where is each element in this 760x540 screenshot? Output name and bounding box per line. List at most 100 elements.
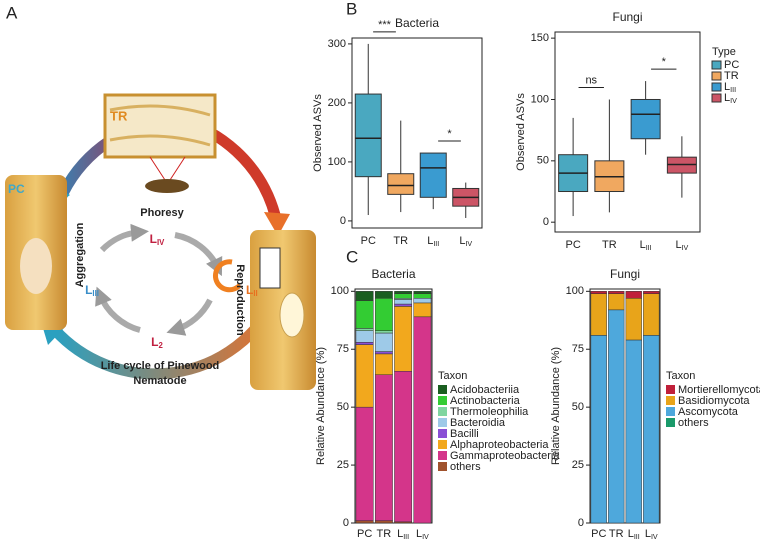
bar-segment — [374, 330, 393, 334]
molt-arrow — [212, 259, 242, 293]
panel-label: B — [346, 0, 357, 18]
legend-label: Alphaproteobacteria — [450, 439, 549, 451]
aggregation-label: Aggregation — [74, 222, 86, 287]
link — [169, 156, 186, 181]
legend-title: Taxon — [666, 370, 695, 382]
box — [354, 93, 382, 178]
legend-swatch — [438, 429, 447, 438]
y-axis-label: Relative Abundance (%) — [550, 347, 562, 465]
chart-title: Fungi — [612, 10, 642, 24]
x-tick-label: LIII — [397, 528, 409, 540]
y-tick-label: 300 — [328, 38, 346, 50]
plot-frame — [354, 288, 433, 524]
legend-label: Bacilli — [450, 428, 479, 440]
x-tick-label: TR — [377, 528, 392, 540]
x-tick-label: LIII — [628, 528, 640, 540]
bar-segment — [394, 291, 413, 294]
bar-segment — [643, 291, 660, 294]
x-tick-label: TR — [393, 235, 408, 247]
significance-label: ns — [585, 74, 597, 86]
legend-swatch — [438, 396, 447, 405]
x-tick-label: LIV — [675, 239, 688, 252]
stage-arrow — [166, 298, 213, 336]
larva — [279, 292, 305, 338]
stage-arrow — [174, 232, 223, 277]
bar-segment — [355, 328, 374, 331]
reproduction-label: Reproduction — [234, 264, 246, 336]
legend-label: Thermoleophilia — [450, 406, 529, 418]
stage-arrow — [95, 286, 141, 333]
legend-swatch — [711, 93, 722, 103]
bar-segment — [625, 291, 642, 299]
x-tick-label: PC — [565, 239, 580, 251]
legend-swatch — [438, 407, 447, 416]
arrow-head — [264, 212, 290, 236]
legend-label: Ascomycota — [678, 406, 739, 418]
beetle — [145, 179, 189, 193]
y-tick-label: 75 — [337, 343, 349, 355]
y-axis-label: Observed ASVs — [515, 93, 527, 171]
panel-label: A — [6, 3, 18, 22]
y-tick-label: 100 — [331, 285, 349, 297]
legend-swatch — [666, 418, 675, 427]
bar-segment — [643, 293, 660, 336]
bar-segment — [374, 351, 393, 355]
bar-segment — [394, 370, 413, 523]
stage-label: LIV — [150, 232, 166, 247]
legend-label: TR — [724, 70, 739, 82]
x-tick-label: PC — [357, 528, 372, 540]
bar-segment — [413, 316, 432, 524]
y-tick-label: 50 — [337, 401, 349, 413]
x-tick-label: TR — [609, 528, 624, 540]
y-tick-label: 150 — [531, 32, 549, 44]
legend-swatch — [438, 451, 447, 460]
bar-segment — [590, 293, 607, 336]
legend-swatch — [666, 407, 675, 416]
legend-label: others — [450, 461, 481, 473]
legend-label: LIII — [724, 81, 736, 94]
box — [630, 98, 661, 140]
plot-frame — [589, 288, 661, 524]
legend-swatch — [666, 385, 675, 394]
chart-title: Bacteria — [395, 16, 439, 30]
box — [387, 173, 415, 195]
y-tick-label: 50 — [572, 401, 584, 413]
bar-segment — [355, 342, 374, 345]
bar-segment — [374, 291, 393, 299]
legend-label: Gammaproteobacteria — [450, 450, 560, 462]
bar-segment — [590, 335, 607, 524]
panel-label: C — [346, 247, 358, 266]
bar-segment — [413, 293, 432, 299]
y-axis-label: Relative Abundance (%) — [315, 347, 327, 465]
legend-swatch — [666, 396, 675, 405]
x-tick-label: PC — [361, 235, 376, 247]
x-tick-label: LIII — [427, 235, 439, 248]
legend-label: Bacteroidia — [450, 417, 506, 429]
stage-arrow — [99, 223, 149, 253]
legend-label: Actinobacteria — [450, 395, 521, 407]
bar-segment — [374, 374, 393, 521]
tr-label: TR — [110, 108, 128, 123]
legend-swatch — [438, 418, 447, 427]
bar-segment — [374, 520, 393, 524]
bar-segment — [608, 309, 625, 524]
legend-label: PC — [724, 59, 739, 71]
tr-texture — [109, 104, 211, 147]
bar-segment — [374, 332, 393, 352]
bar-segment — [374, 353, 393, 375]
legend-swatch — [711, 60, 722, 70]
bar-segment — [413, 291, 432, 294]
bar-segment — [413, 302, 432, 318]
legend-title: Type — [712, 46, 736, 58]
legend-label: others — [678, 417, 709, 429]
significance-label: *** — [378, 19, 392, 31]
y-tick-label: 75 — [572, 343, 584, 355]
x-tick-label: LIII — [640, 239, 652, 252]
legend-label: Basidiomycota — [678, 395, 750, 407]
larva — [20, 238, 52, 294]
significance-label: * — [662, 56, 667, 68]
legend-swatch — [711, 82, 722, 92]
bar-segment — [394, 293, 413, 299]
x-tick-label: LIV — [459, 235, 472, 248]
tr-image — [103, 93, 217, 159]
